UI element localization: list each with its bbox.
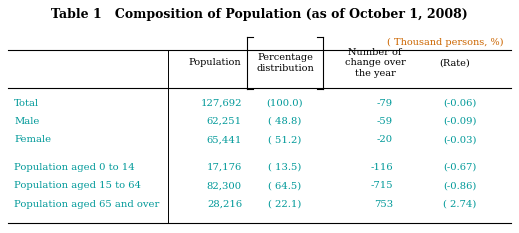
Text: Percentage
distribution: Percentage distribution bbox=[256, 53, 314, 73]
Text: ( Thousand persons, %): ( Thousand persons, %) bbox=[387, 38, 503, 47]
Text: (Rate): (Rate) bbox=[440, 58, 470, 68]
Text: Female: Female bbox=[14, 136, 51, 144]
Text: Population aged 15 to 64: Population aged 15 to 64 bbox=[14, 182, 141, 191]
Text: -116: -116 bbox=[371, 163, 393, 172]
Text: (-0.09): (-0.09) bbox=[443, 117, 477, 126]
Text: 62,251: 62,251 bbox=[207, 117, 242, 126]
Text: -20: -20 bbox=[377, 136, 393, 144]
Text: (-0.03): (-0.03) bbox=[443, 136, 477, 144]
Text: Table 1   Composition of Population (as of October 1, 2008): Table 1 Composition of Population (as of… bbox=[51, 8, 468, 21]
Text: 753: 753 bbox=[374, 200, 393, 209]
Text: -715: -715 bbox=[371, 182, 393, 191]
Text: 65,441: 65,441 bbox=[207, 136, 242, 144]
Text: 127,692: 127,692 bbox=[200, 99, 242, 107]
Text: (-0.86): (-0.86) bbox=[443, 182, 476, 191]
Text: -59: -59 bbox=[377, 117, 393, 126]
Text: 82,300: 82,300 bbox=[207, 182, 242, 191]
Text: ( 48.8): ( 48.8) bbox=[268, 117, 302, 126]
Text: ( 13.5): ( 13.5) bbox=[268, 163, 302, 172]
Text: ( 22.1): ( 22.1) bbox=[268, 200, 302, 209]
Text: ( 2.74): ( 2.74) bbox=[443, 200, 476, 209]
Text: (100.0): (100.0) bbox=[267, 99, 303, 107]
Text: Population: Population bbox=[189, 58, 241, 68]
Text: -79: -79 bbox=[377, 99, 393, 107]
Text: Population aged 65 and over: Population aged 65 and over bbox=[14, 200, 159, 209]
Text: (-0.06): (-0.06) bbox=[443, 99, 476, 107]
Text: Population aged 0 to 14: Population aged 0 to 14 bbox=[14, 163, 135, 172]
Text: (-0.67): (-0.67) bbox=[443, 163, 476, 172]
Text: Number of
change over
the year: Number of change over the year bbox=[345, 48, 405, 78]
Text: Male: Male bbox=[14, 117, 39, 126]
Text: ( 64.5): ( 64.5) bbox=[268, 182, 302, 191]
Text: 28,216: 28,216 bbox=[207, 200, 242, 209]
Text: Total: Total bbox=[14, 99, 39, 107]
Text: 17,176: 17,176 bbox=[207, 163, 242, 172]
Text: ( 51.2): ( 51.2) bbox=[268, 136, 302, 144]
